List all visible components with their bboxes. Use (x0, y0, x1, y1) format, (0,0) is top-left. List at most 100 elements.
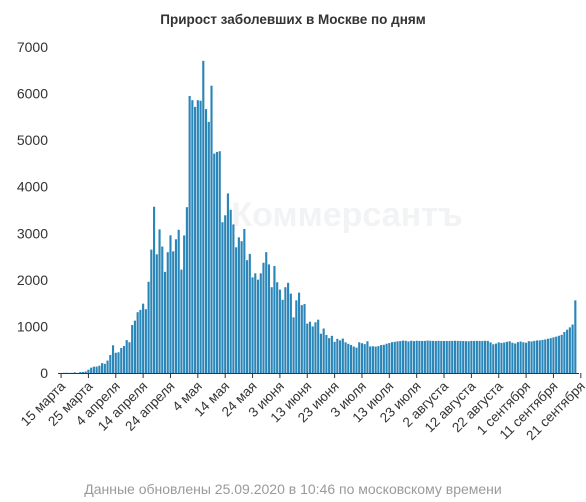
bar (522, 342, 525, 373)
bar (511, 342, 514, 373)
bar (284, 287, 287, 373)
bar (563, 332, 566, 373)
bar (106, 360, 109, 373)
bar (297, 292, 301, 373)
bar (322, 328, 325, 373)
bar (133, 320, 136, 373)
bar (464, 341, 467, 373)
bar (546, 338, 550, 373)
bar (256, 279, 260, 373)
bar (514, 343, 517, 373)
bar (503, 342, 506, 373)
bar (161, 246, 164, 373)
bar (566, 329, 569, 373)
bar (500, 342, 503, 373)
bar (456, 340, 459, 373)
bar (226, 193, 229, 373)
bar (273, 266, 276, 373)
bar (333, 341, 336, 373)
bar (278, 289, 281, 373)
bar (401, 340, 405, 373)
y-tick-label: 2000 (17, 272, 48, 288)
bar (541, 339, 544, 373)
bar (251, 277, 254, 373)
bar (429, 340, 432, 373)
bar (117, 352, 120, 373)
bar (210, 85, 213, 373)
bar (224, 215, 227, 373)
bar (254, 273, 257, 373)
y-axis: 0 1000 2000 3000 4000 5000 6000 7000 (17, 39, 48, 381)
bar (84, 371, 87, 373)
bar-series (60, 60, 577, 374)
bar (235, 247, 238, 373)
bar (87, 369, 90, 373)
bar (136, 312, 139, 373)
bar (185, 207, 188, 373)
bar (374, 346, 377, 373)
y-tick-label: 1000 (17, 318, 48, 334)
bar (172, 251, 175, 373)
bar (497, 342, 500, 373)
bar (492, 344, 495, 373)
bar (574, 300, 577, 373)
bar (341, 338, 344, 373)
bar (508, 341, 511, 373)
bar (481, 341, 484, 373)
bar (344, 342, 347, 373)
bar (399, 341, 402, 373)
bar (552, 337, 555, 373)
bar (131, 325, 134, 373)
bar (144, 309, 147, 373)
bar (237, 237, 240, 373)
bar (478, 340, 481, 373)
bar (407, 341, 410, 373)
bar (125, 340, 128, 373)
bar (207, 121, 210, 373)
bar (467, 341, 470, 373)
footnote: Данные обновлены 25.09.2020 в 10:46 по м… (84, 481, 502, 497)
bar (347, 343, 350, 373)
bar (101, 363, 104, 373)
bar (122, 345, 126, 373)
bar (196, 100, 199, 374)
bar (180, 269, 183, 373)
bar (530, 341, 533, 373)
bar (177, 229, 180, 373)
bar (265, 252, 268, 373)
bar (363, 344, 366, 373)
bar (445, 340, 448, 373)
bar (81, 371, 85, 373)
bar (366, 341, 369, 373)
bar (98, 365, 101, 373)
bar (393, 341, 396, 373)
bar (385, 343, 388, 373)
bar (202, 60, 205, 373)
bar (519, 341, 522, 373)
bar (308, 321, 312, 373)
bar (415, 340, 418, 373)
bar (434, 340, 437, 373)
bar (166, 252, 169, 373)
bar (194, 106, 197, 373)
bar (459, 340, 462, 373)
bar (317, 319, 320, 373)
bar (111, 345, 115, 373)
bar (396, 341, 399, 373)
bar (369, 346, 372, 373)
bar (155, 254, 158, 373)
bar (568, 327, 571, 373)
bar (355, 347, 358, 373)
bar (404, 340, 407, 373)
bar (191, 100, 194, 374)
watermark-text: Коммерсантъ (231, 196, 462, 234)
bar (213, 153, 216, 373)
bar (418, 340, 421, 373)
bar (139, 309, 142, 373)
bar (555, 336, 558, 373)
bar (352, 346, 355, 373)
bar (494, 343, 498, 373)
bar (158, 229, 161, 373)
